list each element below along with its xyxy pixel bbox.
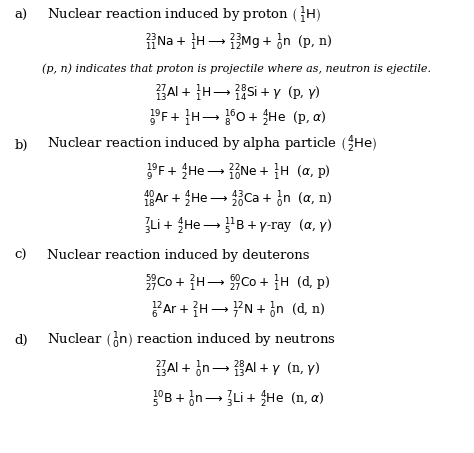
Text: $\,^{40}_{18}\mathrm{Ar} + \,^{4}_{2}\mathrm{He} \longrightarrow \,^{43}_{20}\ma: $\,^{40}_{18}\mathrm{Ar} + \,^{4}_{2}\ma… [141,190,333,210]
Text: $\,^{12}_{6}\mathrm{Ar} + \,^{2}_{1}\mathrm{H} \longrightarrow \,^{12}_{7}\mathr: $\,^{12}_{6}\mathrm{Ar} + \,^{2}_{1}\mat… [149,301,325,321]
Text: Nuclear reaction induced by proton $\left(\,^{1}_{1}\mathrm{H}\right)$: Nuclear reaction induced by proton $\lef… [47,6,321,26]
Text: $\,^{19}_{9}\mathrm{F} + \,^{4}_{2}\mathrm{He} \longrightarrow \,^{22}_{10}\math: $\,^{19}_{9}\mathrm{F} + \,^{4}_{2}\math… [144,163,330,183]
Text: $\,^{19}_{9}\mathrm{F} + \,^{1}_{1}\mathrm{H} \longrightarrow \,^{16}_{8}\mathrm: $\,^{19}_{9}\mathrm{F} + \,^{1}_{1}\math… [147,109,327,129]
Text: Nuclear reaction induced by deuterons: Nuclear reaction induced by deuterons [47,250,310,262]
Text: $\,^{59}_{27}\mathrm{Co} + \,^{2}_{1}\mathrm{H} \longrightarrow \,^{60}_{27}\mat: $\,^{59}_{27}\mathrm{Co} + \,^{2}_{1}\ma… [143,274,331,294]
Text: $\,^{23}_{11}\mathrm{Na} + \,^{1}_{1}\mathrm{H} \longrightarrow \,^{23}_{12}\mat: $\,^{23}_{11}\mathrm{Na} + \,^{1}_{1}\ma… [143,33,331,53]
Text: b): b) [14,139,27,151]
Text: c): c) [14,250,27,262]
Text: Nuclear reaction induced by alpha particle $\left(\,^{4}_{2}\mathrm{He}\right)$: Nuclear reaction induced by alpha partic… [47,135,378,155]
Text: $\,^{27}_{13}\mathrm{Al} + \,^{1}_{0}\mathrm{n} \longrightarrow \,^{28}_{13}\mat: $\,^{27}_{13}\mathrm{Al} + \,^{1}_{0}\ma… [154,360,320,380]
Text: a): a) [14,10,27,22]
Text: $\,^{27}_{13}\mathrm{Al} + \,^{1}_{1}\mathrm{H} \longrightarrow \,^{28}_{14}\mat: $\,^{27}_{13}\mathrm{Al} + \,^{1}_{1}\ma… [153,84,321,104]
Text: d): d) [14,334,28,347]
Text: Nuclear $\left(\,^{1}_{0}\mathrm{n}\right)$ reaction induced by neutrons: Nuclear $\left(\,^{1}_{0}\mathrm{n}\righ… [47,331,336,351]
Text: $\,^{10}_{5}\mathrm{B} + \,^{1}_{0}\mathrm{n} \longrightarrow \,^{7}_{3}\mathrm{: $\,^{10}_{5}\mathrm{B} + \,^{1}_{0}\math… [150,390,324,410]
Text: (p, n) indicates that proton is projectile where as, neutron is ejectile.: (p, n) indicates that proton is projecti… [43,63,431,74]
Text: $\,^{7}_{3}\mathrm{Li} + \,^{4}_{2}\mathrm{He} \longrightarrow \,^{11}_{5}\mathr: $\,^{7}_{3}\mathrm{Li} + \,^{4}_{2}\math… [142,217,332,237]
